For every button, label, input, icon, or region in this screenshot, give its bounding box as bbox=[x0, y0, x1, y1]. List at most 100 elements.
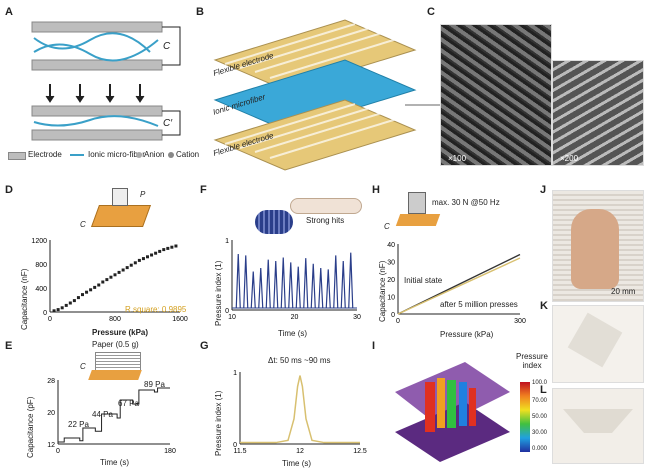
chart-f-x-tick: 30 bbox=[353, 314, 361, 321]
panel-label-k: K bbox=[540, 300, 548, 312]
chart-f-peak bbox=[318, 267, 324, 309]
step-label-3: 67 Pa bbox=[118, 399, 139, 408]
chart-e-line bbox=[58, 387, 170, 443]
sensor-icon-d bbox=[90, 205, 152, 227]
chart-d-point bbox=[137, 258, 141, 262]
chart-d-point bbox=[109, 275, 113, 279]
capacitance-label-c: C bbox=[163, 41, 171, 52]
after-presses-label: after 5 million presses bbox=[440, 300, 518, 309]
panel-label-b: B bbox=[196, 6, 204, 18]
chart-f-peak bbox=[310, 263, 316, 309]
chart-f-x-tick: 20 bbox=[291, 314, 299, 321]
step-label-1: 22 Pa bbox=[68, 420, 89, 429]
panel-label-h: H bbox=[372, 184, 380, 196]
legend-electrode: Electrode bbox=[28, 150, 62, 159]
chart-h-y-tick: 0 bbox=[391, 312, 395, 319]
panel-a-legend: Electrode Ionic micro-fiber Anion Cation bbox=[8, 150, 199, 164]
chart-h-y-tick: 10 bbox=[387, 295, 395, 302]
legend-anion: Anion bbox=[144, 150, 165, 159]
chart-d-point bbox=[72, 299, 76, 303]
chart-d-y-tick: 800 bbox=[35, 262, 47, 269]
sem-scale-left: ×100 bbox=[448, 154, 467, 163]
ylabel-f: Pressure index (1) bbox=[214, 260, 223, 326]
stretched-sheet bbox=[563, 409, 633, 433]
chart-d: 0 800 1600 0 400 800 1200 bbox=[31, 238, 188, 323]
circuit-c-e: C bbox=[80, 362, 86, 371]
chart-d-point bbox=[60, 306, 64, 310]
chart-f-peak bbox=[258, 267, 264, 309]
fold-photo bbox=[552, 305, 644, 383]
ylabel-e: Capacitance (pF) bbox=[26, 396, 35, 458]
capacitance-label-c-prime: C′ bbox=[163, 118, 173, 129]
chart-f-x-tick: 10 bbox=[228, 314, 236, 321]
sem-image-left bbox=[440, 24, 552, 166]
chart-f-peak bbox=[235, 253, 241, 309]
chart-g-y-tick: 1 bbox=[233, 370, 237, 377]
r-square-note: R square: 0.9895 bbox=[125, 305, 187, 314]
chart-d-point bbox=[85, 290, 89, 294]
delta-t-label: Δt: 50 ms ~90 ms bbox=[268, 356, 331, 365]
chart-h-x-tick: 0 bbox=[396, 318, 400, 325]
panel-label-j: J bbox=[540, 184, 547, 196]
chart-d-point bbox=[117, 270, 121, 274]
colorbar bbox=[520, 382, 530, 452]
chart-e-x-tick: 0 bbox=[56, 448, 60, 455]
max-force-label: max. 30 N @50 Hz bbox=[432, 198, 500, 207]
cb-tick-5: 0.000 bbox=[532, 446, 548, 452]
legend-cation: Cation bbox=[176, 150, 200, 159]
step-label-2: 44 Pa bbox=[92, 410, 113, 419]
chart-d-point bbox=[146, 255, 149, 259]
chart-f-peak bbox=[280, 257, 286, 309]
cb-tick-3: 50.00 bbox=[532, 414, 548, 420]
chart-g-x-tick: 12 bbox=[296, 448, 304, 455]
hand-photo: 20 mm bbox=[552, 190, 644, 302]
panel-label-a: A bbox=[5, 6, 13, 18]
panel-a-schematic bbox=[31, 21, 181, 141]
legend-ionic-fiber: Ionic micro-fiber bbox=[88, 150, 145, 159]
chart-d-point bbox=[113, 273, 117, 277]
chart-d-point bbox=[121, 268, 125, 272]
panel-label-g: G bbox=[200, 340, 209, 352]
folded-sheet bbox=[567, 312, 623, 368]
chart-d-point bbox=[105, 278, 109, 282]
chart-d-y-tick: 400 bbox=[35, 286, 47, 293]
chart-d-point bbox=[64, 303, 68, 307]
weight-icon-d bbox=[112, 188, 128, 206]
chart-f-peak bbox=[265, 259, 271, 309]
hand-shape bbox=[571, 209, 619, 289]
panel-label-l: L bbox=[540, 384, 547, 396]
chart-d-point bbox=[76, 296, 80, 300]
chart-f-y-tick: 1 bbox=[225, 238, 229, 245]
panel-label-d: D bbox=[5, 184, 13, 196]
chart-g-x-tick: 11.5 bbox=[233, 448, 246, 455]
chart-d-x-tick: 1600 bbox=[172, 316, 188, 323]
chart-d-point bbox=[166, 246, 170, 250]
xlabel-d: Pressure (kPa) bbox=[92, 328, 149, 337]
chart-e: 0 180 12 20 28 bbox=[47, 378, 176, 455]
legend-fiber-swatch bbox=[70, 154, 84, 156]
chart-g: 11.5 12 12.5 0 1 bbox=[233, 370, 367, 455]
chart-f-peak bbox=[243, 255, 249, 309]
chart-f-peak bbox=[250, 271, 256, 309]
xlabel-e: Time (s) bbox=[100, 458, 130, 467]
sem-scale-right: ×200 bbox=[560, 154, 579, 163]
chart-h: 0 300 0 10 20 30 40 bbox=[387, 242, 526, 325]
chart-d-x-tick: 0 bbox=[48, 316, 52, 323]
paper-label: Paper (0.5 g) bbox=[92, 340, 139, 349]
coil-icon bbox=[255, 210, 293, 234]
chart-d-point bbox=[81, 293, 84, 297]
finger-icon bbox=[290, 198, 362, 214]
chart-g-y-tick: 0 bbox=[233, 442, 237, 449]
chart-d-y-tick: 1200 bbox=[31, 238, 47, 245]
chart-d-point bbox=[93, 285, 97, 289]
sem-image-right bbox=[552, 60, 644, 166]
legend-electrode-swatch bbox=[8, 152, 26, 160]
panel-label-f: F bbox=[200, 184, 207, 196]
chart-h-series-2 bbox=[397, 257, 521, 315]
cb-tick-2: 70.00 bbox=[532, 398, 548, 404]
chart-f-peak bbox=[348, 252, 354, 309]
step-label-4: 89 Pa bbox=[144, 380, 165, 389]
stretch-photo bbox=[552, 388, 644, 464]
chart-d-point bbox=[174, 244, 178, 248]
ylabel-h: Capacitance (nF) bbox=[378, 260, 387, 322]
